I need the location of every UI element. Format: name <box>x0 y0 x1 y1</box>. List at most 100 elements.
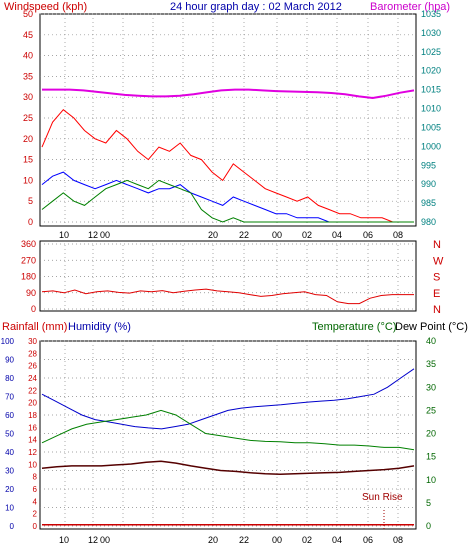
time-tick: 12 <box>88 230 98 240</box>
time-tick: 10 <box>59 535 69 545</box>
humidity-y-tick: 80 <box>5 374 14 383</box>
sunrise-label: Sun Rise <box>362 492 403 503</box>
humidity-y-tick: 20 <box>5 485 14 494</box>
rain-y-tick: 28 <box>28 349 37 358</box>
compass-label: W <box>433 255 444 267</box>
rain-y-tick: 26 <box>28 362 37 371</box>
humidity-y-tick: 90 <box>5 356 14 365</box>
rain-y-tick: 12 <box>28 448 37 457</box>
compass-label: N <box>433 239 441 251</box>
time-tick: 00 <box>272 230 282 240</box>
compass-label: E <box>433 288 440 300</box>
direction-y-tick: 180 <box>21 272 36 282</box>
rain-y-tick: 4 <box>33 497 38 506</box>
rain-y-tick: 22 <box>28 386 37 395</box>
rainfall-axis-label: Rainfall (mm) <box>2 321 67 333</box>
rain-y-tick: 0 <box>33 522 38 531</box>
wind-y-tick: 10 <box>23 175 33 185</box>
time-tick: 00 <box>100 535 110 545</box>
wind-y-tick: 35 <box>23 71 33 81</box>
temp-y-tick: 40 <box>426 336 436 346</box>
rain-y-tick: 10 <box>28 460 37 469</box>
direction-y-tick: 0 <box>31 304 36 314</box>
time-tick: 04 <box>332 230 342 240</box>
wind-y-tick: 40 <box>23 51 33 61</box>
wind-y-tick: 0 <box>28 217 33 227</box>
rain-y-tick: 6 <box>33 485 38 494</box>
direction-y-tick: 360 <box>21 239 36 249</box>
temp-panel-frame <box>39 340 417 530</box>
humidity-y-tick: 40 <box>5 448 14 457</box>
baro-y-tick: 1015 <box>421 85 441 95</box>
time-tick: 20 <box>208 230 218 240</box>
wind-y-tick: 45 <box>23 30 33 40</box>
rain-y-tick: 8 <box>33 473 38 482</box>
hum-series <box>41 460 415 475</box>
baro-y-tick: 1025 <box>421 47 441 57</box>
wind-y-tick: 50 <box>23 9 33 19</box>
humidity-axis-label: Humidity (%) <box>68 321 131 333</box>
wind-y-tick: 20 <box>23 134 33 144</box>
wind-y-tick: 25 <box>23 113 33 123</box>
temp-y-tick: 0 <box>426 521 431 531</box>
time-tick: 12 <box>88 535 98 545</box>
humidity-y-tick: 100 <box>1 337 15 346</box>
dew-series <box>41 409 415 451</box>
time-tick: 06 <box>363 230 373 240</box>
temp-humidity-panel: 0102030405060708090100024681012141618202… <box>1 336 436 545</box>
time-tick: 22 <box>239 230 249 240</box>
temp-y-tick: 25 <box>426 405 436 415</box>
rain-y-tick: 14 <box>28 436 37 445</box>
baro-y-tick: 1000 <box>421 141 441 151</box>
direction-y-tick: 90 <box>26 288 36 298</box>
wind-y-tick: 15 <box>23 155 33 165</box>
temp-y-tick: 30 <box>426 382 436 392</box>
humidity-y-tick: 60 <box>5 411 14 420</box>
time-tick: 00 <box>100 230 110 240</box>
rain-y-tick: 16 <box>28 423 37 432</box>
compass-label: N <box>433 304 441 316</box>
baro-y-tick: 980 <box>421 217 436 227</box>
time-tick: 04 <box>332 535 342 545</box>
time-tick: 20 <box>208 535 218 545</box>
humidity-y-tick: 0 <box>10 522 15 531</box>
direction-series <box>41 288 414 305</box>
time-tick: 08 <box>393 230 403 240</box>
time-tick: 02 <box>302 230 312 240</box>
baro-y-tick: 995 <box>421 160 436 170</box>
time-tick: 02 <box>302 535 312 545</box>
time-tick: 00 <box>272 535 282 545</box>
gust-series <box>41 109 414 223</box>
temp-y-tick: 10 <box>426 475 436 485</box>
baro-y-tick: 1020 <box>421 66 441 76</box>
rain-y-tick: 20 <box>28 399 37 408</box>
rain-y-tick: 18 <box>28 411 37 420</box>
temp-y-tick: 20 <box>426 429 436 439</box>
baro-y-tick: 985 <box>421 198 436 208</box>
temp-y-tick: 35 <box>426 359 436 369</box>
baro-series <box>42 88 415 100</box>
temp-y-tick: 5 <box>426 498 431 508</box>
rain-y-tick: 24 <box>28 374 37 383</box>
avg-series <box>41 171 414 223</box>
time-tick: 06 <box>363 535 373 545</box>
speed-series <box>41 179 414 223</box>
time-tick: 08 <box>393 535 403 545</box>
compass-label: S <box>433 272 440 284</box>
time-tick: 10 <box>59 230 69 240</box>
baro-y-tick: 1030 <box>421 28 441 38</box>
dewpoint-axis-label: Dew Point (°C) <box>395 321 468 333</box>
baro-y-tick: 1010 <box>421 104 441 114</box>
direction-panel-frame <box>39 240 417 312</box>
barometer-axis-label: Barometer (hpa) <box>370 1 450 13</box>
humidity-y-tick: 70 <box>5 393 14 402</box>
humidity-y-tick: 10 <box>5 504 14 513</box>
humidity-y-tick: 30 <box>5 467 14 476</box>
humidity-y-tick: 50 <box>5 430 14 439</box>
rain-y-tick: 30 <box>28 337 37 346</box>
temp-y-tick: 15 <box>426 452 436 462</box>
chart-title: 24 hour graph day : 02 March 2012 <box>170 1 342 13</box>
